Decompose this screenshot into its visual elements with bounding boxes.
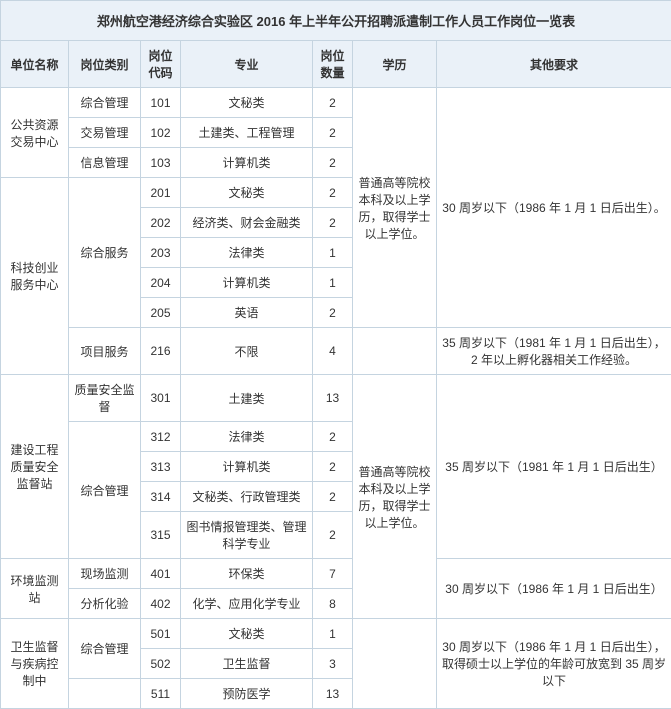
major-cell: 计算机类: [181, 452, 313, 482]
h-major: 专业: [181, 41, 313, 88]
unit-cell: 科技创业服务中心: [1, 178, 69, 375]
code-cell: 201: [141, 178, 181, 208]
qty-cell: 7: [313, 559, 353, 589]
edu-cell: 普通高等院校本科及以上学历，取得学士以上学位。: [353, 375, 437, 619]
code-cell: 401: [141, 559, 181, 589]
cat-cell: 质量安全监督: [69, 375, 141, 422]
qty-cell: 1: [313, 238, 353, 268]
code-cell: 501: [141, 619, 181, 649]
qty-cell: 13: [313, 375, 353, 422]
code-cell: 204: [141, 268, 181, 298]
code-cell: 203: [141, 238, 181, 268]
h-unit: 单位名称: [1, 41, 69, 88]
qty-cell: 1: [313, 268, 353, 298]
qty-cell: 3: [313, 649, 353, 679]
major-cell: 文秘类: [181, 178, 313, 208]
code-cell: 511: [141, 679, 181, 709]
unit-cell: 建设工程质量安全监督站: [1, 375, 69, 559]
major-cell: 土建类: [181, 375, 313, 422]
major-cell: 英语: [181, 298, 313, 328]
job-table: 郑州航空港经济综合实验区 2016 年上半年公开招聘派遣制工作人员工作岗位一览表…: [0, 0, 671, 709]
cat-cell: 现场监测: [69, 559, 141, 589]
cat-cell: 交易管理: [69, 118, 141, 148]
code-cell: 315: [141, 512, 181, 559]
other-cell: 30 周岁以下（1986 年 1 月 1 日后出生）: [437, 559, 671, 619]
qty-cell: 2: [313, 148, 353, 178]
table-row: 卫生监督与疾病控制中 综合管理 501 文秘类 1 30 周岁以下（1986 年…: [1, 619, 671, 649]
cat-cell: 综合管理: [69, 88, 141, 118]
table-row: 建设工程质量安全监督站 质量安全监督 301 土建类 13 普通高等院校本科及以…: [1, 375, 671, 422]
major-cell: 环保类: [181, 559, 313, 589]
major-cell: 土建类、工程管理: [181, 118, 313, 148]
unit-cell: 公共资源交易中心: [1, 88, 69, 178]
other-cell: 35 周岁以下（1981 年 1 月 1 日后出生），2 年以上孵化器相关工作经…: [437, 328, 671, 375]
h-qty: 岗位数量: [313, 41, 353, 88]
edu-cell: 普通高等院校本科及以上学历，取得学士以上学位。: [353, 88, 437, 328]
h-code: 岗位代码: [141, 41, 181, 88]
table-title: 郑州航空港经济综合实验区 2016 年上半年公开招聘派遣制工作人员工作岗位一览表: [1, 1, 671, 41]
qty-cell: 13: [313, 679, 353, 709]
unit-cell: 环境监测站: [1, 559, 69, 619]
other-cell: 35 周岁以下（1981 年 1 月 1 日后出生）: [437, 375, 671, 559]
code-cell: 313: [141, 452, 181, 482]
code-cell: 301: [141, 375, 181, 422]
qty-cell: 1: [313, 619, 353, 649]
qty-cell: 2: [313, 298, 353, 328]
other-cell: 30 周岁以下（1986 年 1 月 1 日后出生），取得硕士以上学位的年龄可放…: [437, 619, 671, 709]
major-cell: 图书情报管理类、管理科学专业: [181, 512, 313, 559]
other-cell: 30 周岁以下（1986 年 1 月 1 日后出生）。: [437, 88, 671, 328]
major-cell: 法律类: [181, 238, 313, 268]
major-cell: 预防医学: [181, 679, 313, 709]
table-row: 项目服务 216 不限 4 35 周岁以下（1981 年 1 月 1 日后出生）…: [1, 328, 671, 375]
cat-cell: [69, 679, 141, 709]
qty-cell: 2: [313, 422, 353, 452]
code-cell: 103: [141, 148, 181, 178]
h-cat: 岗位类别: [69, 41, 141, 88]
major-cell: 计算机类: [181, 148, 313, 178]
major-cell: 文秘类: [181, 88, 313, 118]
code-cell: 216: [141, 328, 181, 375]
h-edu: 学历: [353, 41, 437, 88]
code-cell: 502: [141, 649, 181, 679]
code-cell: 102: [141, 118, 181, 148]
qty-cell: 2: [313, 452, 353, 482]
cat-cell: 综合管理: [69, 422, 141, 559]
code-cell: 202: [141, 208, 181, 238]
edu-cell: [353, 328, 437, 375]
major-cell: 化学、应用化学专业: [181, 589, 313, 619]
code-cell: 205: [141, 298, 181, 328]
table-row: 环境监测站 现场监测 401 环保类 7 30 周岁以下（1986 年 1 月 …: [1, 559, 671, 589]
qty-cell: 2: [313, 88, 353, 118]
qty-cell: 4: [313, 328, 353, 375]
major-cell: 不限: [181, 328, 313, 375]
unit-cell: 卫生监督与疾病控制中: [1, 619, 69, 709]
major-cell: 法律类: [181, 422, 313, 452]
edu-cell: [353, 619, 437, 709]
qty-cell: 2: [313, 118, 353, 148]
major-cell: 卫生监督: [181, 649, 313, 679]
cat-cell: 综合管理: [69, 619, 141, 679]
qty-cell: 8: [313, 589, 353, 619]
h-other: 其他要求: [437, 41, 671, 88]
major-cell: 计算机类: [181, 268, 313, 298]
qty-cell: 2: [313, 482, 353, 512]
qty-cell: 2: [313, 512, 353, 559]
cat-cell: 综合服务: [69, 178, 141, 328]
major-cell: 经济类、财会金融类: [181, 208, 313, 238]
cat-cell: 分析化验: [69, 589, 141, 619]
header-row: 单位名称 岗位类别 岗位代码 专业 岗位数量 学历 其他要求: [1, 41, 671, 88]
qty-cell: 2: [313, 208, 353, 238]
major-cell: 文秘类、行政管理类: [181, 482, 313, 512]
code-cell: 312: [141, 422, 181, 452]
cat-cell: 信息管理: [69, 148, 141, 178]
qty-cell: 2: [313, 178, 353, 208]
major-cell: 文秘类: [181, 619, 313, 649]
code-cell: 101: [141, 88, 181, 118]
code-cell: 314: [141, 482, 181, 512]
cat-cell: 项目服务: [69, 328, 141, 375]
code-cell: 402: [141, 589, 181, 619]
table-row: 公共资源交易中心 综合管理 101 文秘类 2 普通高等院校本科及以上学历，取得…: [1, 88, 671, 118]
title-row: 郑州航空港经济综合实验区 2016 年上半年公开招聘派遣制工作人员工作岗位一览表: [1, 1, 671, 41]
